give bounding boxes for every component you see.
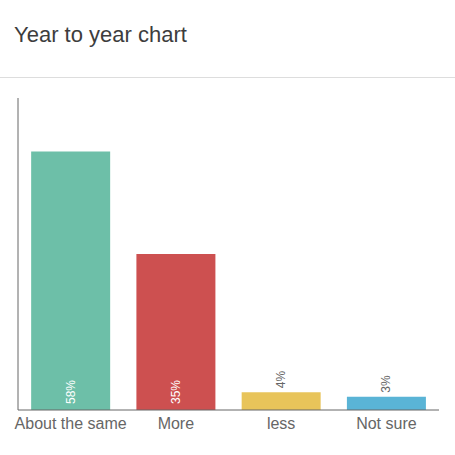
html-text:Year to year chart: Year to year chart (14, 22, 187, 47)
svg-text:4%: 4% (274, 370, 288, 388)
svg-text:More: More (158, 415, 195, 432)
svg-text:less: less (267, 415, 295, 432)
svg-text:3%: 3% (379, 375, 393, 393)
svg-text:Not sure: Not sure (356, 415, 417, 432)
svg-text:58%: 58% (64, 380, 78, 404)
svg-text:35%: 35% (169, 380, 183, 404)
svg-text:About the same: About the same (15, 415, 127, 432)
